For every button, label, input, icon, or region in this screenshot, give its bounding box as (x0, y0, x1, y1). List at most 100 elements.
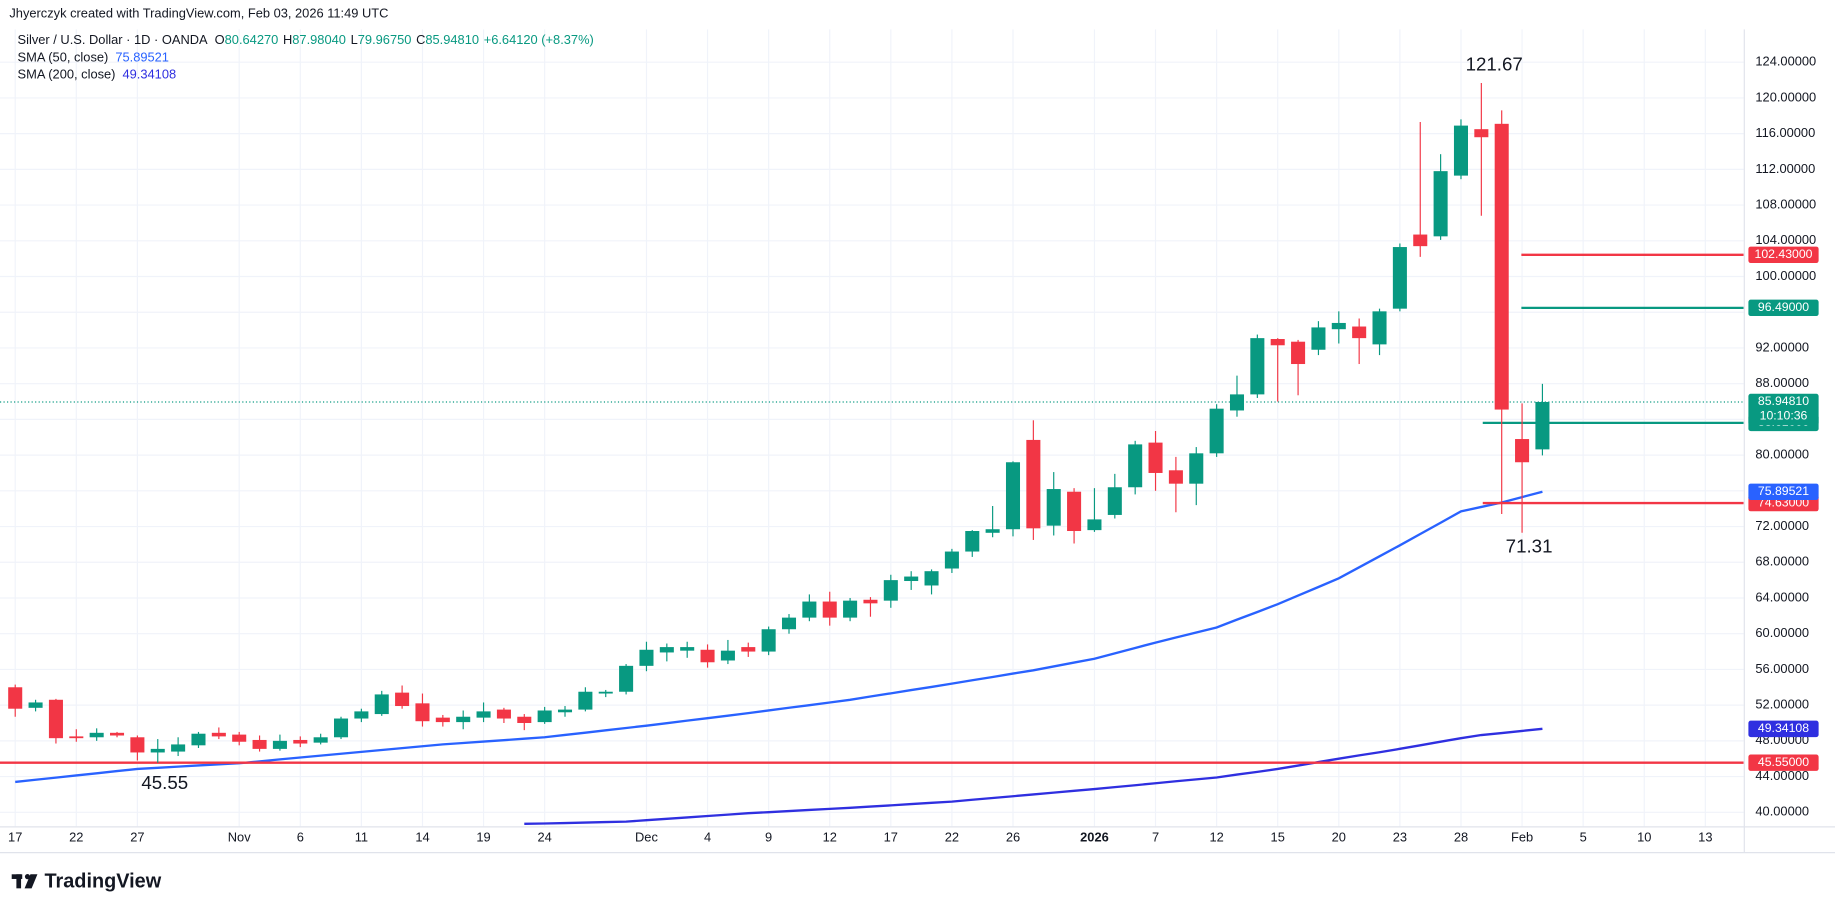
candle-body (1392, 247, 1407, 309)
candle-body (680, 647, 695, 651)
header: Jhyerczyk created with TradingView.com, … (9, 6, 388, 21)
candle-body (659, 647, 674, 653)
y-tick-label: 52.00000 (1755, 697, 1809, 712)
candle-body (1005, 462, 1021, 530)
candle-body (781, 617, 797, 630)
candle-body (8, 687, 23, 709)
candle-body (1311, 327, 1326, 350)
x-tick-label: 13 (1698, 829, 1712, 844)
candle-body (557, 709, 573, 713)
y-tick-label: 104.00000 (1755, 232, 1816, 247)
x-tick-label: 5 (1580, 829, 1587, 844)
x-tick-label: 14 (415, 829, 429, 844)
y-tick-label: 68.00000 (1755, 554, 1809, 569)
level-tag: 45.55000 (1758, 755, 1809, 769)
legend-name: SMA (200, close) (18, 67, 116, 82)
x-tick-label: 28 (1454, 829, 1468, 844)
sma-line (524, 727, 1543, 826)
level-tag-bg (1748, 246, 1819, 264)
x-tick-label: Nov (228, 829, 251, 844)
y-tick-label: 116.00000 (1755, 125, 1815, 140)
candle-body (272, 740, 287, 749)
candle-body (863, 599, 878, 604)
candle-body (1209, 408, 1224, 454)
annotation: 121.67 (1466, 54, 1523, 75)
y-tick-label: 120.00000 (1755, 89, 1816, 104)
ohlc-key: C (416, 32, 425, 47)
candle-body (252, 739, 267, 749)
x-tick-label: 23 (1393, 829, 1407, 844)
sma-tag: 75.89521 (1758, 484, 1809, 498)
candle-body (944, 551, 959, 569)
ohlc-key: H (283, 32, 292, 47)
legend-line: SMA (50, close) 75.89521 (18, 50, 169, 65)
candle-body (802, 601, 817, 618)
x-tick-label: 19 (476, 829, 490, 844)
y-tick-label: 100.00000 (1755, 268, 1816, 283)
y-tick-label: 56.00000 (1755, 661, 1809, 676)
legend-value: 49.34108 (122, 67, 176, 82)
candle-body (883, 580, 898, 601)
y-tick-label: 108.00000 (1755, 196, 1816, 211)
candle-body (374, 694, 389, 715)
candle-body (537, 710, 552, 723)
x-tick-label: 2026 (1080, 829, 1109, 844)
candle-body (211, 732, 226, 737)
annotation: 71.31 (1506, 536, 1553, 557)
brand: TradingView (44, 871, 161, 893)
countdown: 10:10:36 (1760, 408, 1808, 422)
level-tag: 102.43000 (1755, 247, 1813, 261)
candle-body (1270, 339, 1285, 346)
x-tick-label: 17 (884, 829, 898, 844)
x-tick-label: 20 (1332, 829, 1346, 844)
candle-body (69, 736, 84, 739)
y-tick-label: 40.00000 (1755, 804, 1809, 819)
change: +6.64120 (+8.37%) (484, 32, 594, 47)
candle-body (720, 650, 735, 661)
logo: TradingView (11, 871, 162, 893)
candle-body (1372, 311, 1387, 345)
sma-tag-bg (1748, 720, 1819, 738)
candle-body (985, 529, 1000, 533)
x-tick-label: 22 (69, 829, 83, 844)
x-tick-label: 4 (704, 829, 711, 844)
candle-body (415, 703, 430, 722)
candle-body (130, 737, 145, 753)
candle-body (1331, 322, 1346, 330)
candle-body (1168, 470, 1183, 484)
x-tick-label: 10 (1637, 829, 1651, 844)
candle-body (110, 732, 125, 736)
price-tag-bg (1748, 393, 1819, 426)
candle-body (496, 709, 511, 719)
level-tag-bg (1748, 299, 1819, 317)
annotation: 45.55 (141, 772, 188, 793)
sma-line (15, 490, 1543, 784)
candle-body (1107, 487, 1122, 515)
x-tick-label: 11 (355, 829, 368, 844)
axes: 40.0000044.0000048.0000052.0000056.00000… (8, 54, 1819, 844)
symbol: Silver / U.S. Dollar · 1D · OANDA (18, 32, 208, 47)
ohlc-value: 80.64270 (225, 32, 279, 47)
candle-body (48, 699, 63, 739)
candle-body (1433, 171, 1448, 237)
candle-body (1229, 394, 1245, 411)
x-tick-label: 12 (823, 829, 837, 844)
y-tick-label: 80.00000 (1755, 447, 1809, 462)
x-tick-label: 22 (945, 829, 959, 844)
candle-body (293, 739, 308, 744)
candle-body (598, 691, 613, 694)
candle-body (517, 716, 532, 723)
x-tick-label: 9 (765, 829, 772, 844)
candle-body (1148, 442, 1163, 473)
x-tick-label: Dec (635, 829, 658, 844)
candle-body (761, 629, 776, 652)
candle-body (1413, 234, 1428, 247)
sma-tag-bg (1748, 483, 1819, 500)
legend-value: 75.89521 (115, 50, 169, 65)
candle-body (578, 691, 593, 710)
candle-body (333, 718, 349, 738)
ohlc-value: 85.94810 (425, 32, 479, 47)
candle-body (1046, 489, 1061, 526)
